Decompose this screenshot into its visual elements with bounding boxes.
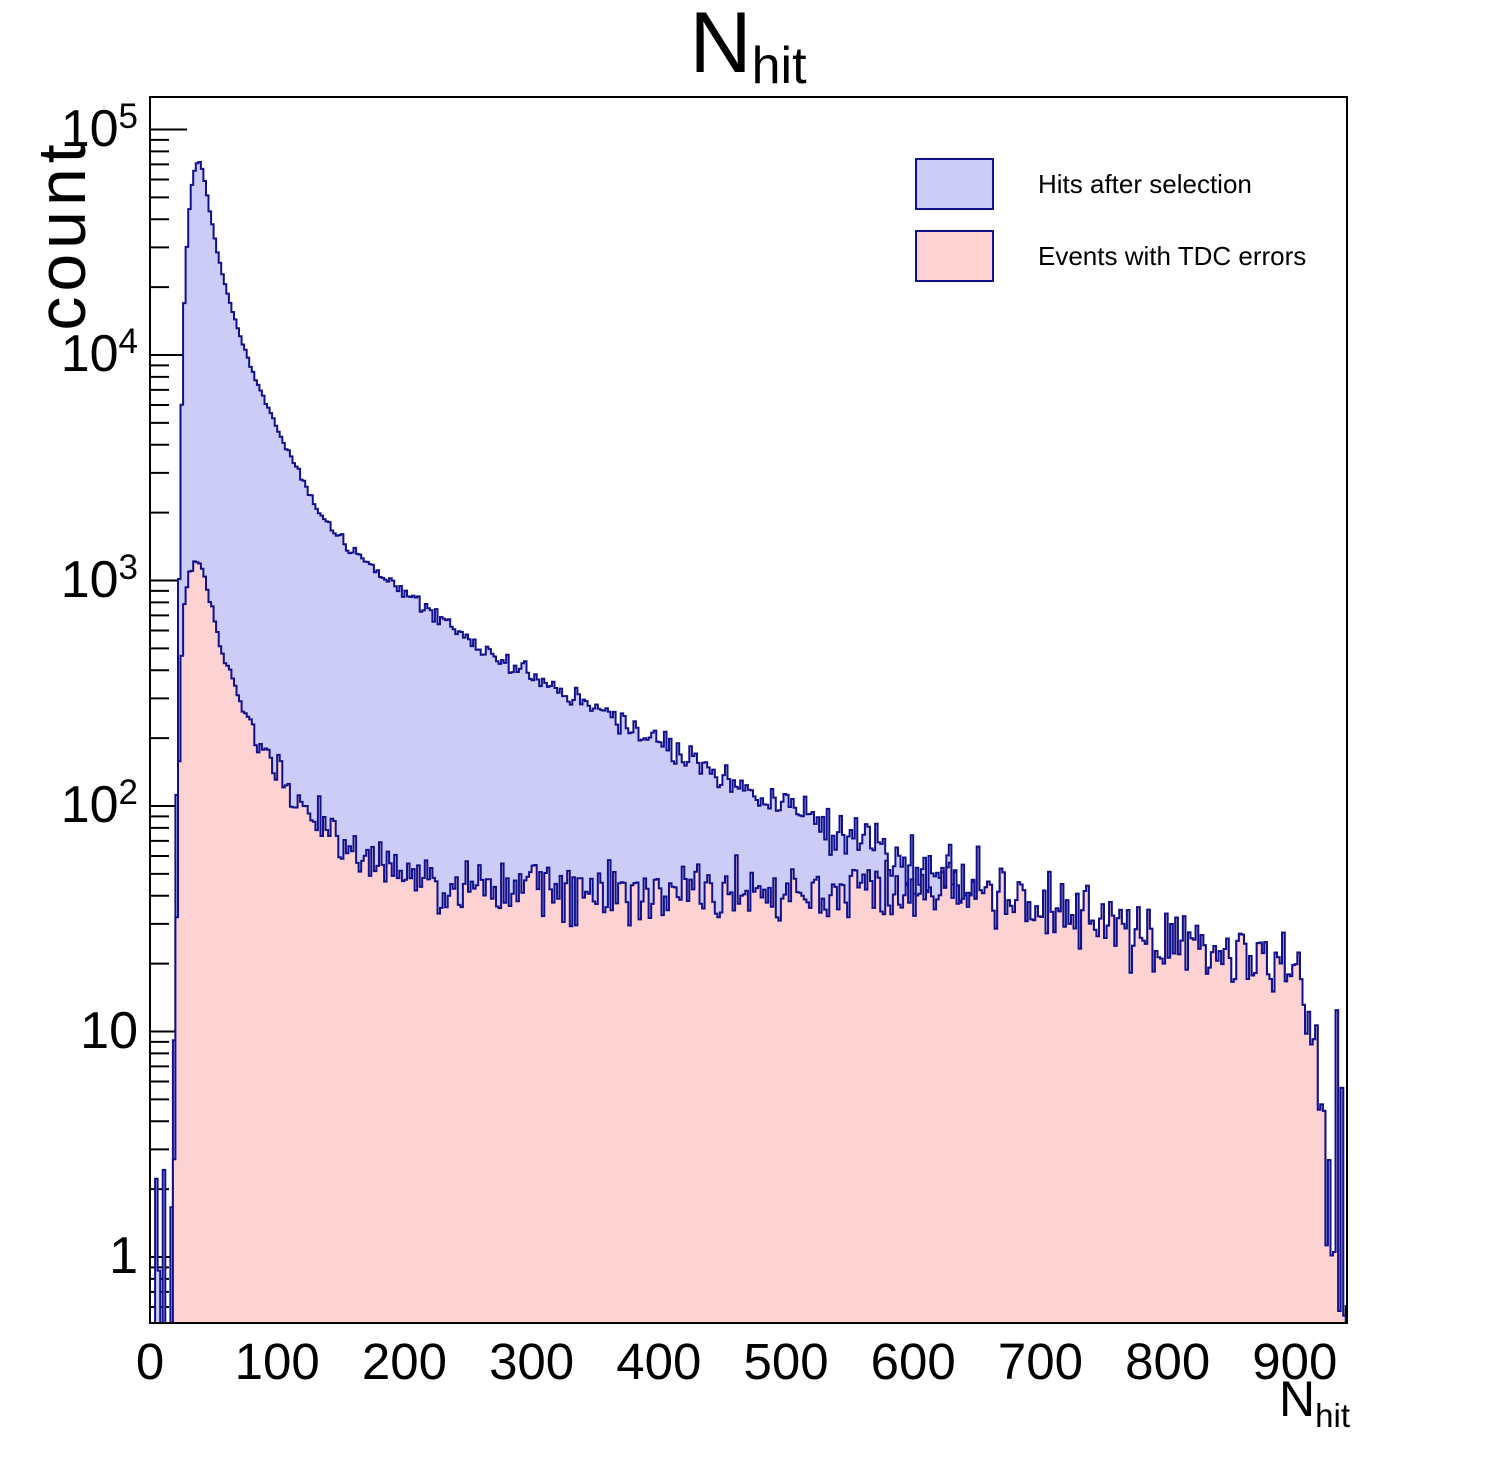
x-tick-label: 600 — [870, 1333, 956, 1390]
legend-item-hits-after-selection: Hits after selection — [915, 158, 1252, 210]
x-tick-label: 800 — [1125, 1333, 1211, 1390]
chart-title-subscript: hit — [751, 37, 807, 95]
y-tick-label: 1 — [109, 1227, 138, 1285]
x-tick-label: 200 — [361, 1333, 447, 1390]
x-tick-label: 700 — [997, 1333, 1083, 1390]
x-tick-label: 900 — [1252, 1333, 1338, 1390]
legend-swatch-blue — [915, 158, 994, 210]
legend-item-tdc-errors: Events with TDC errors — [915, 230, 1306, 282]
x-tick-label: 500 — [743, 1333, 829, 1390]
x-tick-label: 400 — [616, 1333, 702, 1390]
x-tick-label: 100 — [234, 1333, 320, 1390]
y-tick-label: 104 — [60, 322, 138, 383]
x-tick-label: 300 — [489, 1333, 575, 1390]
legend-label: Events with TDC errors — [1038, 240, 1307, 271]
y-tick-label: 10 — [80, 1001, 138, 1060]
y-tick-label: 103 — [60, 547, 138, 609]
x-tick-label: 0 — [135, 1333, 165, 1390]
y-tick-label: 102 — [60, 773, 138, 834]
histogram-tdc-errors — [150, 560, 1347, 1324]
legend-swatch-pink — [915, 230, 994, 282]
chart-title-main: N — [689, 0, 752, 91]
x-axis-title-main: N — [1279, 1371, 1316, 1427]
plot-frame — [149, 96, 1348, 1324]
y-axis-title: count — [24, 139, 100, 331]
legend-label: Hits after selection — [1038, 168, 1252, 199]
x-axis-title-subscript: hit — [1315, 1397, 1350, 1434]
y-tick-label: 105 — [60, 96, 138, 158]
